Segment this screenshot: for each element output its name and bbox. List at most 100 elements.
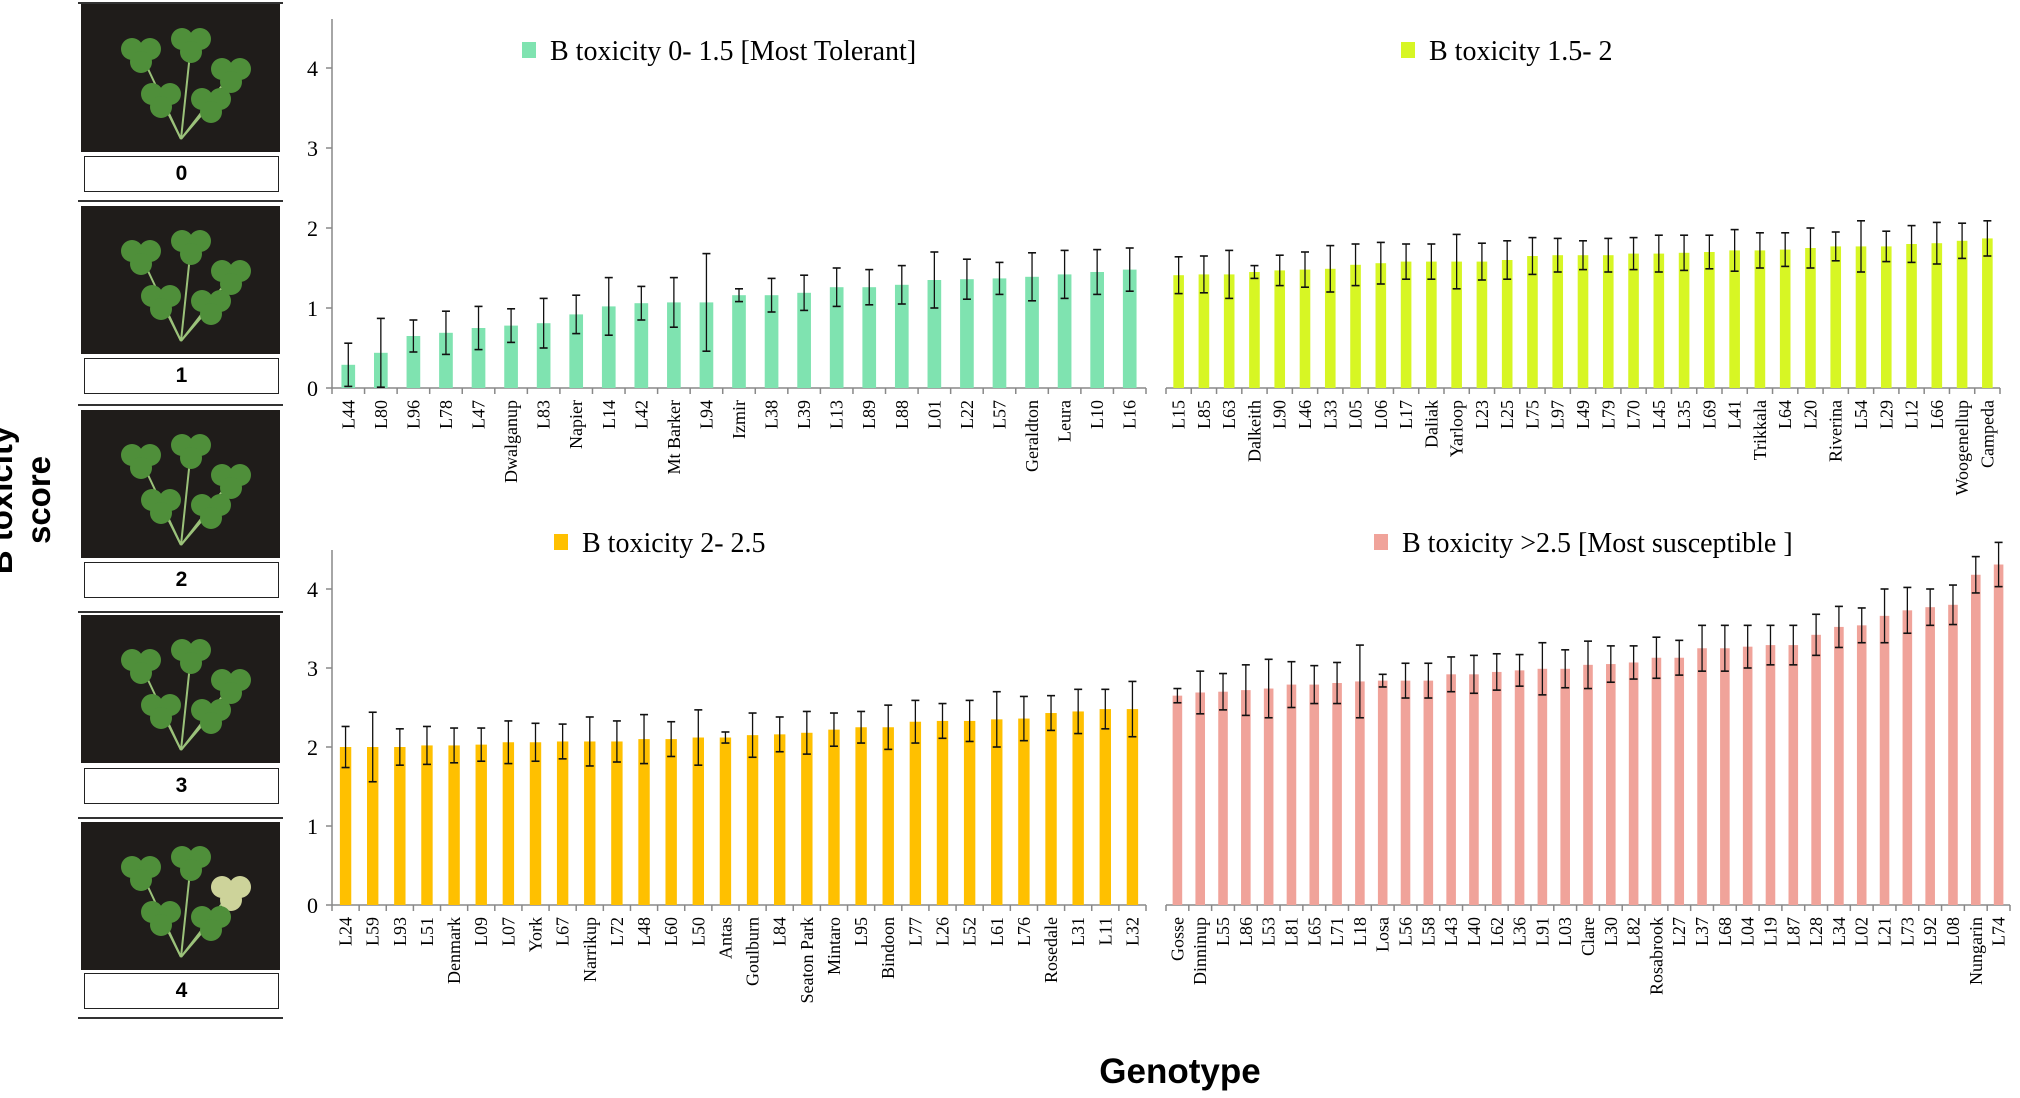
bar-l19: [1765, 645, 1776, 905]
frame-line: [78, 817, 283, 819]
clover-photo: [81, 4, 280, 152]
bar-izmir: [732, 295, 746, 388]
bar-l41: [1729, 250, 1740, 388]
bar-l66: [1931, 243, 1943, 388]
bar-l95: [855, 727, 867, 905]
x-tick-label: L05: [1346, 400, 1366, 429]
legend-label: B toxicity 1.5- 2: [1429, 36, 1613, 67]
bar-dwalganup: [504, 325, 518, 388]
x-tick-label: L79: [1598, 400, 1618, 429]
x-tick-label: Antas: [715, 917, 735, 959]
bar-l07: [502, 742, 515, 905]
x-tick-label: L30: [1601, 917, 1621, 946]
x-tick-label: L87: [1783, 917, 1803, 946]
x-tick-label: L23: [1472, 400, 1492, 429]
x-tick-label: L24: [336, 917, 356, 946]
clover-leaves-icon: [121, 230, 251, 342]
x-tick-label: L21: [1875, 917, 1895, 946]
bar-l02: [1856, 625, 1867, 905]
x-tick-label: L97: [1548, 400, 1568, 429]
bar-l25: [1501, 260, 1513, 388]
x-tick-label: L41: [1725, 400, 1745, 429]
y-tick-label: 2: [307, 216, 318, 241]
legend-label: B toxicity 0- 1.5 [Most Tolerant]: [550, 36, 916, 67]
x-tick-label: L55: [1213, 917, 1233, 946]
bar-nungarin: [1970, 574, 1981, 905]
bar-l59: [367, 747, 379, 905]
bar-l85: [1198, 274, 1210, 388]
bar-l22: [960, 279, 974, 388]
bar-l87: [1788, 645, 1799, 905]
x-tick-label: Bindoon: [878, 917, 898, 979]
x-tick-label: Leura: [1055, 400, 1075, 442]
bar-l70: [1628, 253, 1639, 388]
x-tick-label: L26: [933, 917, 953, 946]
x-tick-label: L81: [1281, 917, 1301, 946]
x-tick-label: L69: [1699, 400, 1719, 429]
x-tick-label: Napier: [566, 400, 586, 449]
x-tick-label: L39: [794, 400, 814, 429]
bar-campeda: [1982, 238, 1993, 388]
x-tick-label: L94: [696, 400, 716, 429]
frame-line: [78, 200, 283, 202]
x-tick-label: Woogenellup: [1952, 400, 1972, 496]
x-tick-label: L04: [1738, 917, 1758, 946]
bar-l04: [1742, 646, 1753, 905]
legend-label: B toxicity 2- 2.5: [582, 528, 766, 559]
x-tick-label: L71: [1327, 917, 1347, 946]
x-tick-label: L29: [1876, 400, 1896, 429]
x-tick-label: L84: [770, 917, 790, 946]
x-tick-label: L13: [827, 400, 847, 429]
frame-line: [78, 2, 283, 4]
x-tick-label: Riverina: [1826, 400, 1846, 462]
x-tick-label: L72: [607, 917, 627, 946]
bar-l55: [1218, 691, 1228, 905]
x-tick-label: L49: [1573, 400, 1593, 429]
x-tick-label: L06: [1371, 400, 1391, 429]
x-tick-label: Rosedale: [1041, 917, 1061, 983]
bar-clare: [1583, 664, 1593, 905]
x-tick-label: L47: [469, 400, 489, 429]
bar-l26: [936, 720, 949, 905]
bar-l34: [1834, 626, 1844, 905]
x-tick-label: Daliak: [1421, 400, 1441, 448]
x-tick-label: L95: [851, 917, 871, 946]
x-tick-label: L58: [1418, 917, 1438, 946]
x-tick-label: L90: [1270, 400, 1290, 429]
bar-narrikup: [584, 741, 596, 905]
x-tick-label: L40: [1464, 917, 1484, 946]
legend-swatch: [554, 534, 568, 550]
x-tick-label: L52: [960, 917, 980, 946]
bar-l20: [1805, 248, 1816, 388]
bar-dalkeith: [1249, 272, 1260, 388]
x-tick-label: L70: [1624, 400, 1644, 429]
x-tick-label: L36: [1510, 917, 1530, 946]
bar-l06: [1375, 263, 1387, 388]
clover-leaves-icon: [121, 28, 251, 140]
x-tick-label: L34: [1829, 917, 1849, 946]
bar-l45: [1653, 253, 1665, 388]
bar-l10: [1090, 272, 1104, 388]
bar-l32: [1126, 709, 1139, 905]
bar-l40: [1469, 674, 1479, 905]
x-tick-label: L86: [1236, 917, 1256, 946]
x-tick-label: L46: [1295, 400, 1315, 429]
x-tick-label: York: [526, 917, 546, 952]
bar-l31: [1072, 711, 1084, 905]
score-label: 1: [84, 358, 279, 394]
x-tick-label: Dalkeith: [1244, 400, 1264, 462]
bar-l56: [1400, 680, 1411, 905]
bar-l33: [1324, 268, 1336, 388]
y-tick-label: 0: [307, 376, 318, 401]
x-tick-label: L07: [498, 917, 518, 946]
x-tick-label: L89: [859, 400, 879, 429]
x-tick-label: L01: [924, 400, 944, 429]
x-tick-label: L43: [1441, 917, 1461, 946]
bar-l42: [634, 303, 649, 388]
bar-l36: [1514, 670, 1525, 905]
bar-l61: [991, 719, 1003, 905]
x-tick-label: Denmark: [444, 917, 464, 984]
y-tick-label: 0: [307, 893, 318, 918]
x-tick-label: L02: [1852, 917, 1872, 946]
bar-l60: [665, 739, 677, 905]
